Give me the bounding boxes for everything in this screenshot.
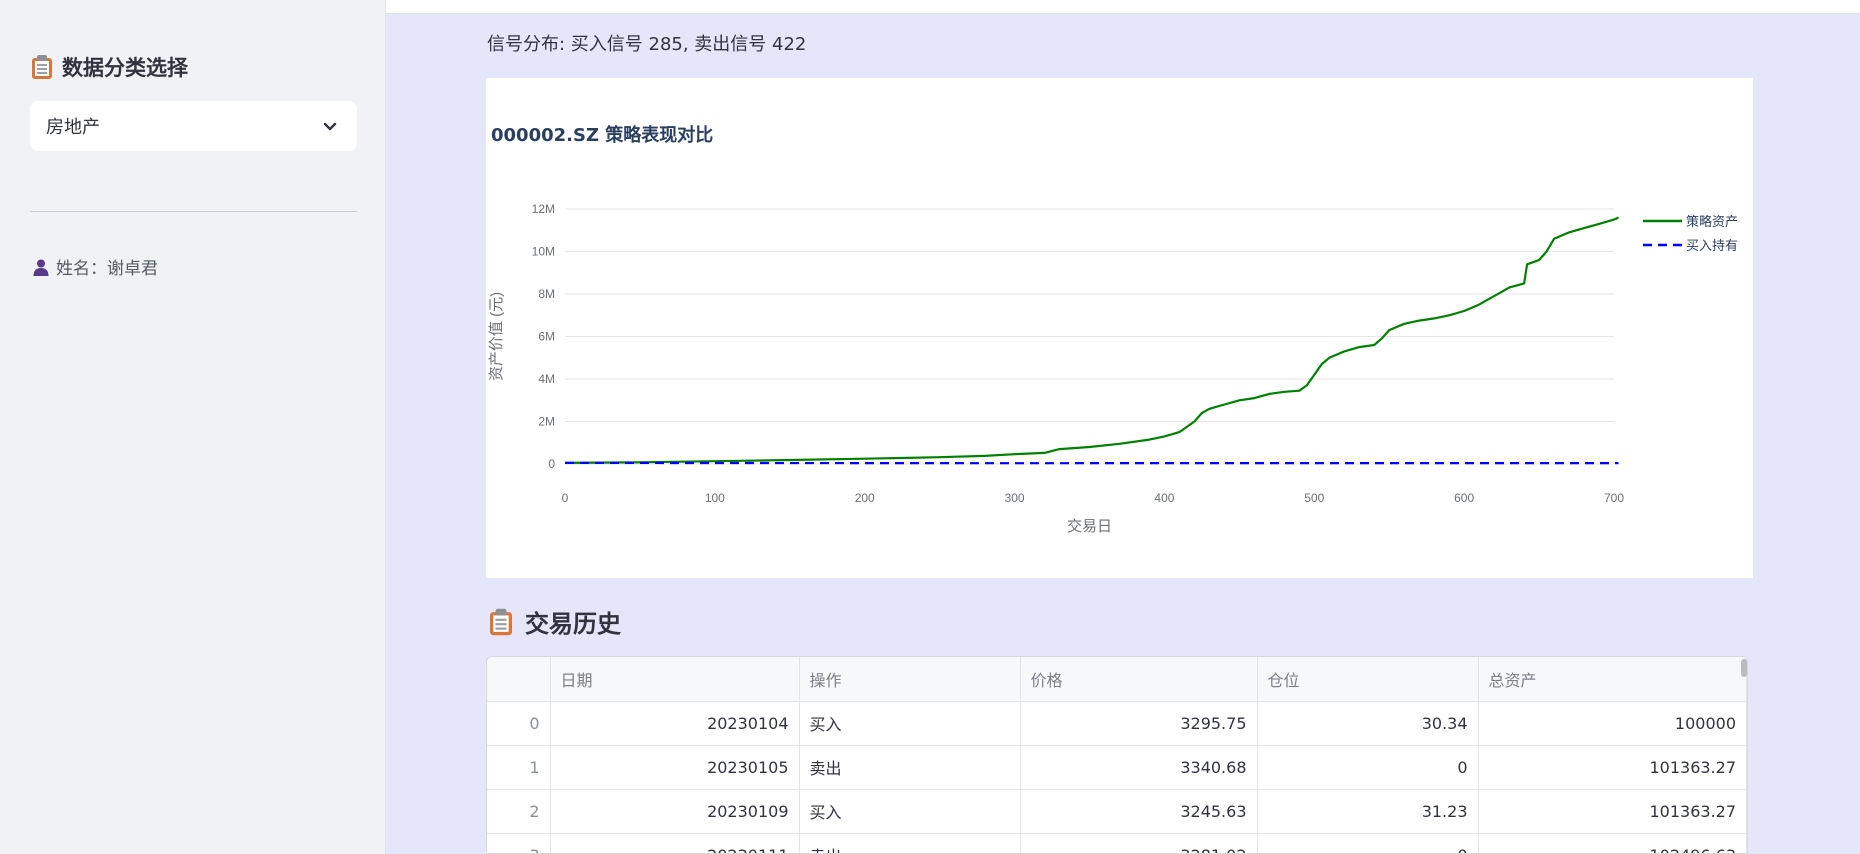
row-index: 0: [487, 701, 551, 746]
y-axis-label: 资产价值 (元): [488, 292, 505, 381]
cell-op[interactable]: 卖出: [799, 745, 1021, 790]
x-tick-label: 400: [1154, 491, 1174, 505]
chart-title: 000002.SZ 策略表现对比: [491, 125, 714, 146]
cell-position[interactable]: 0: [1257, 833, 1479, 853]
chart-canvas: 0 2M 4M 6M 8M 10M 12M 0 100 200 300 400 500 600 700 交易日…: [488, 202, 1738, 535]
cell-position[interactable]: 0: [1257, 745, 1479, 790]
row-index: 3: [487, 833, 551, 853]
y-tick-label: 0: [548, 457, 555, 471]
cell-total[interactable]: 101363.27: [1478, 745, 1747, 790]
signal-summary: 信号分布: 买入信号 285, 卖出信号 422: [487, 34, 807, 55]
person-icon: [33, 259, 49, 276]
legend-label-2: 买入持有: [1686, 238, 1738, 253]
legend-label-1: 策略资产: [1686, 214, 1738, 229]
x-tick-label: 0: [562, 491, 569, 505]
cell-date[interactable]: 20230104: [550, 701, 800, 746]
x-axis-label: 交易日: [1067, 517, 1112, 535]
cell-position[interactable]: 31.23: [1257, 789, 1479, 834]
y-tick-label: 8M: [538, 287, 555, 301]
x-tick-label: 700: [1604, 491, 1624, 505]
cell-price[interactable]: 3340.68: [1020, 745, 1258, 790]
cell-date[interactable]: 20230111: [550, 833, 800, 853]
cell-date[interactable]: 20230105: [550, 745, 800, 790]
strategy-chart[interactable]: 000002.SZ 策略表现对比 0 2M 4M 6M 8M 10M 12M 0 100 200 3…: [486, 78, 1753, 578]
table-scrollbar[interactable]: [1741, 659, 1747, 677]
cell-op[interactable]: 卖出: [799, 833, 1021, 853]
category-select-value: 房地产: [46, 117, 100, 138]
x-tick-label: 500: [1304, 491, 1324, 505]
column-header-position[interactable]: 仓位: [1257, 657, 1479, 702]
column-header-total[interactable]: 总资产: [1478, 657, 1747, 702]
sidebar-divider: [30, 211, 357, 212]
table-header-row: 日期 操作 价格 仓位 总资产: [487, 657, 1747, 702]
cell-op[interactable]: 买入: [799, 701, 1021, 746]
cell-total[interactable]: 100000: [1478, 701, 1747, 746]
sidebar-title: 数据分类选择: [32, 52, 188, 82]
user-name: 姓名：谢卓君: [56, 259, 158, 279]
history-title-text: 交易历史: [525, 610, 621, 638]
table-row[interactable]: 3 20230111 卖出 3281.02 0 102496.63: [487, 833, 1747, 853]
row-index: 1: [487, 745, 551, 790]
category-select[interactable]: 房地产: [30, 101, 357, 151]
column-header-date[interactable]: 日期: [550, 657, 800, 702]
cell-price[interactable]: 3281.02: [1020, 833, 1258, 853]
x-tick-label: 600: [1454, 491, 1474, 505]
cell-total[interactable]: 101363.27: [1478, 789, 1747, 834]
sidebar: 数据分类选择 房地产 姓名：谢卓君: [0, 0, 386, 854]
index-header: [487, 657, 551, 702]
y-tick-label: 10M: [532, 245, 555, 259]
column-header-op[interactable]: 操作: [799, 657, 1021, 702]
cell-op[interactable]: 买入: [799, 789, 1021, 834]
x-tick-label: 200: [855, 491, 875, 505]
cell-price[interactable]: 3245.63: [1020, 789, 1258, 834]
y-tick-label: 2M: [538, 415, 555, 429]
cell-position[interactable]: 30.34: [1257, 701, 1479, 746]
clipboard-icon: [32, 55, 52, 79]
x-tick-label: 100: [705, 491, 725, 505]
cell-total[interactable]: 102496.63: [1478, 833, 1747, 853]
x-tick-label: 300: [1005, 491, 1025, 505]
cell-price[interactable]: 3295.75: [1020, 701, 1258, 746]
table-row[interactable]: 0 20230104 买入 3295.75 30.34 100000: [487, 701, 1747, 746]
cell-date[interactable]: 20230109: [550, 789, 800, 834]
column-header-price[interactable]: 价格: [1020, 657, 1258, 702]
row-index: 2: [487, 789, 551, 834]
chevron-down-icon: [323, 122, 337, 131]
clipboard-icon: [490, 608, 512, 635]
history-section-title: 交易历史: [490, 604, 621, 639]
series-line-1: [564, 216, 1619, 464]
table-row[interactable]: 1 20230105 卖出 3340.68 0 101363.27: [487, 745, 1747, 790]
y-tick-label: 12M: [532, 202, 555, 216]
user-info: 姓名：谢卓君: [32, 254, 158, 279]
top-panel-edge: [386, 0, 1860, 14]
table-row[interactable]: 2 20230109 买入 3245.63 31.23 101363.27: [487, 789, 1747, 834]
history-table[interactable]: 日期 操作 价格 仓位 总资产 0 20230104 买入 3295.75 30…: [486, 656, 1748, 854]
sidebar-title-text: 数据分类选择: [62, 56, 188, 80]
y-tick-label: 4M: [538, 372, 555, 386]
y-tick-label: 6M: [538, 330, 555, 344]
